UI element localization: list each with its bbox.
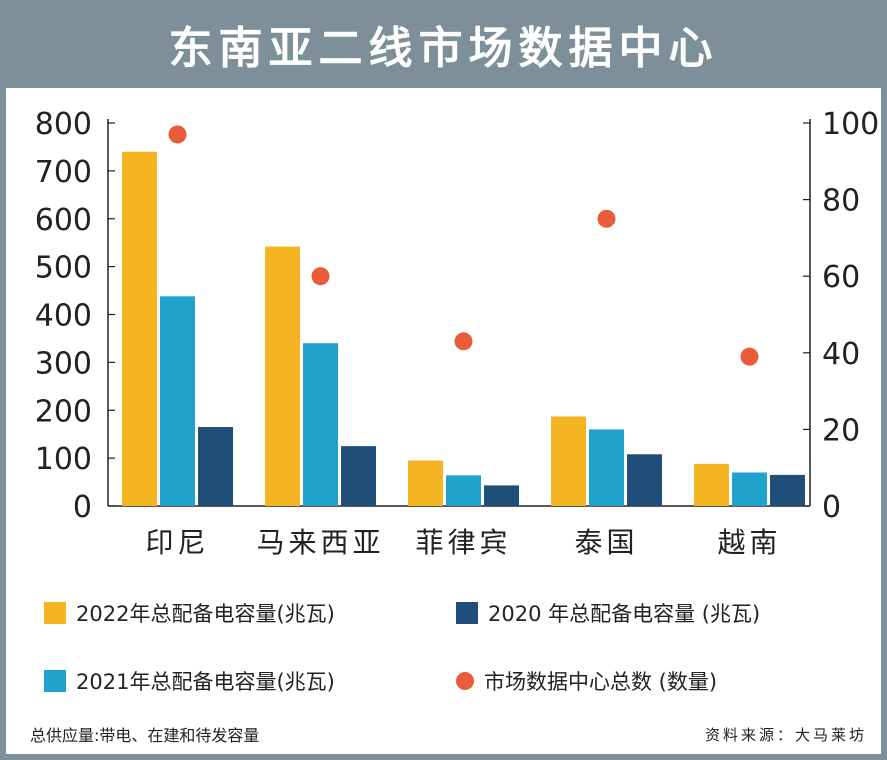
left-tick-label: 800 <box>35 107 92 142</box>
right-tick-label: 40 <box>822 337 860 372</box>
bar-2022 <box>122 151 157 506</box>
bar-2020 <box>627 454 662 506</box>
bar-2021 <box>160 296 195 506</box>
right-tick-label: 20 <box>822 413 860 448</box>
legend-swatch-2020 <box>456 602 478 624</box>
datacenter-count-dot <box>168 125 187 144</box>
bar-2022 <box>265 246 300 506</box>
datacenter-count-dot <box>311 267 330 286</box>
chart-title: 东南亚二线市场数据中心 <box>168 23 719 74</box>
category-label: 泰国 <box>574 526 638 559</box>
left-tick-label: 500 <box>35 251 92 286</box>
bar-2022 <box>408 460 443 506</box>
right-tick-label: 0 <box>822 490 841 525</box>
category-label: 菲律宾 <box>415 526 511 559</box>
legend-swatch-2021 <box>44 670 66 692</box>
bar-2020 <box>341 446 376 506</box>
right-tick-label: 100 <box>822 107 879 142</box>
category-label: 马来西亚 <box>256 526 384 559</box>
bar-2022 <box>551 416 586 506</box>
datacenter-count-dot <box>740 347 759 366</box>
bar-2022 <box>694 463 729 506</box>
category-label: 印尼 <box>145 526 209 559</box>
left-tick-label: 300 <box>35 346 92 381</box>
source-note: 资料来源：大马莱坊 <box>704 726 867 744</box>
legend-label-datacenters: 市场数据中心总数 (数量) <box>484 670 718 694</box>
bar-2020 <box>198 427 233 506</box>
category-label: 越南 <box>717 526 781 559</box>
left-tick-label: 400 <box>35 299 92 334</box>
legend-dot-datacenters <box>456 672 474 690</box>
bar-2020 <box>770 474 805 506</box>
left-tick-label: 100 <box>35 442 92 477</box>
legend-item-2020: 2020 年总配备电容量 (兆瓦) <box>456 598 760 628</box>
right-tick-label: 60 <box>822 260 860 295</box>
left-tick-label: 600 <box>35 203 92 238</box>
datacenter-count-dot <box>454 332 473 351</box>
left-tick-label: 0 <box>73 490 92 525</box>
legend-item-datacenters: 市场数据中心总数 (数量) <box>456 666 717 696</box>
legend-label-2022: 2022年总配备电容量(兆瓦) <box>76 602 335 626</box>
datacenter-count-dot <box>597 209 616 228</box>
footnote: 总供应量:带电、在建和待发容量 <box>30 726 260 745</box>
legend-swatch-2022 <box>44 602 66 624</box>
bar-2020 <box>484 485 519 506</box>
legend-item-2022: 2022年总配备电容量(兆瓦) <box>44 598 335 628</box>
right-tick-label: 80 <box>822 184 860 219</box>
bar-2021 <box>589 429 624 506</box>
left-tick-label: 700 <box>35 155 92 190</box>
bar-2021 <box>732 472 767 506</box>
legend-label-2021: 2021年总配备电容量(兆瓦) <box>76 670 335 694</box>
legend-label-2020: 2020 年总配备电容量 (兆瓦) <box>488 602 761 626</box>
bar-2021 <box>303 343 338 506</box>
bar-2021 <box>446 475 481 506</box>
legend-item-2021: 2021年总配备电容量(兆瓦) <box>44 666 335 696</box>
left-tick-label: 200 <box>35 394 92 429</box>
